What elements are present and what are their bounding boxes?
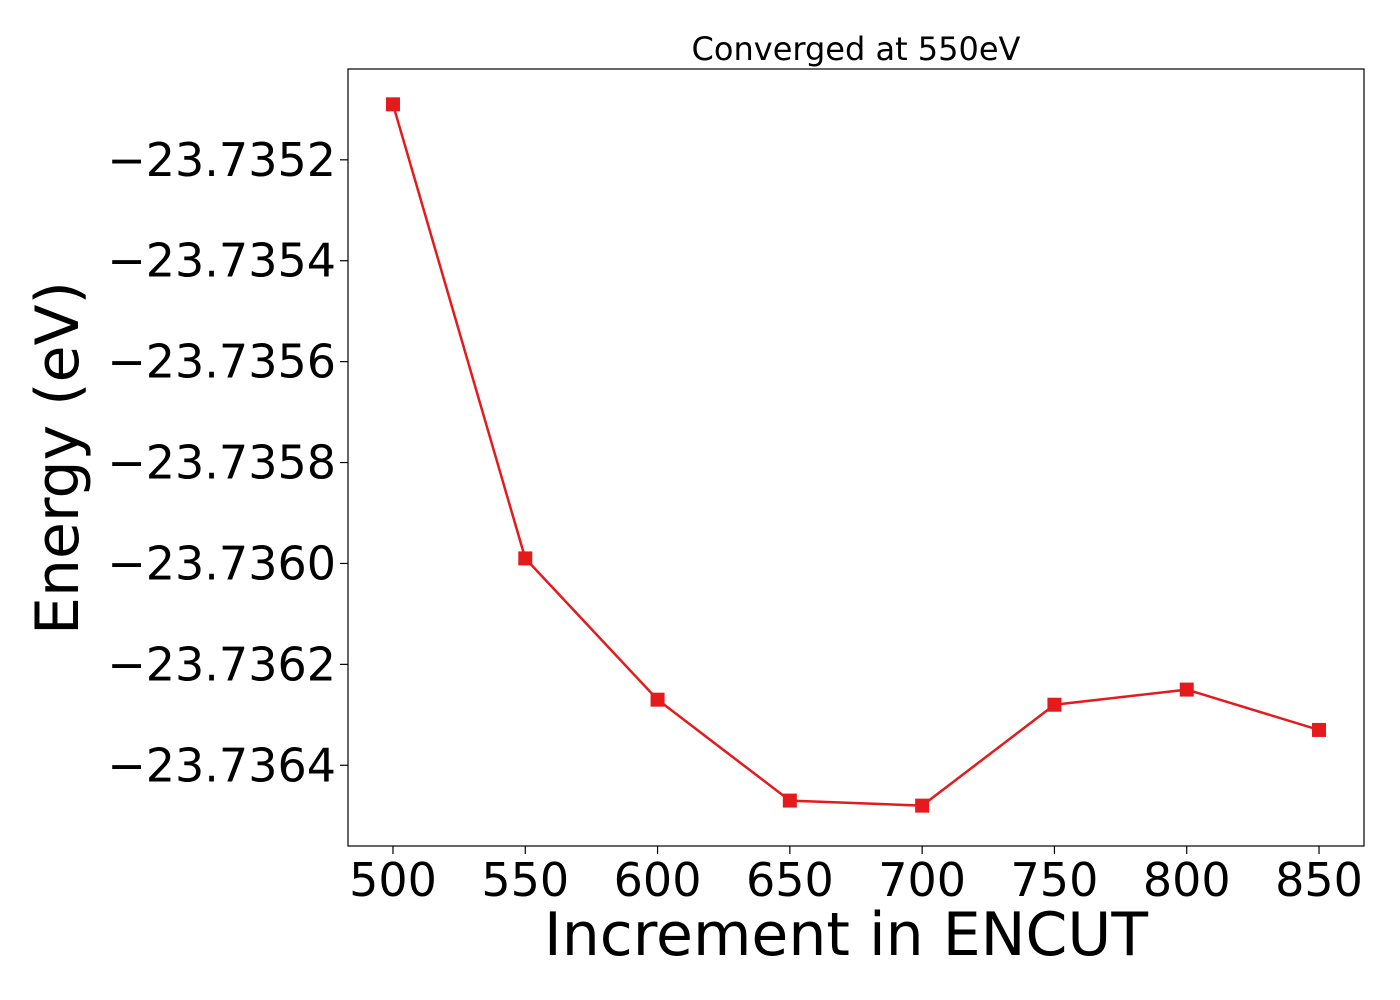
x-tick-label: 500 xyxy=(349,853,437,907)
data-point-marker xyxy=(385,97,400,112)
y-tick-label: −23.7358 xyxy=(107,436,336,490)
y-tick-label: −23.7364 xyxy=(107,738,336,792)
data-point-marker xyxy=(1312,722,1327,737)
x-tick-label: 800 xyxy=(1143,853,1231,907)
chart-title: Converged at 550eV xyxy=(692,30,1021,68)
data-point-marker xyxy=(1047,697,1062,712)
data-point-marker xyxy=(650,692,665,707)
y-tick-label: −23.7360 xyxy=(107,536,336,590)
series-line xyxy=(391,103,1320,807)
data-point-marker xyxy=(915,798,930,813)
series-layer xyxy=(385,97,1327,813)
y-axis-ticks: −23.7352 −23.7354 −23.7356 −23.7358 −23.7360… xyxy=(107,133,348,792)
x-axis-ticks: 500 550 600 650 700 750 800 850 xyxy=(349,846,1363,907)
y-tick-label: −23.7356 xyxy=(107,335,336,389)
y-tick-label: −23.7352 xyxy=(107,133,336,187)
y-axis-label: Energy (eV) xyxy=(23,281,93,635)
y-tick-label: −23.7354 xyxy=(107,234,336,288)
x-tick-label: 750 xyxy=(1011,853,1099,907)
data-point-marker xyxy=(1179,682,1194,697)
plot-frame xyxy=(347,68,1365,847)
x-tick-label: 600 xyxy=(614,853,702,907)
x-tick-label: 700 xyxy=(878,853,966,907)
x-tick-label: 650 xyxy=(746,853,834,907)
x-axis-label: Increment in ENCUT xyxy=(544,900,1148,970)
data-point-marker xyxy=(518,551,533,566)
data-point-marker xyxy=(782,793,797,808)
x-tick-label: 850 xyxy=(1275,853,1363,907)
y-tick-label: −23.7362 xyxy=(107,637,336,691)
x-tick-label: 550 xyxy=(481,853,569,907)
